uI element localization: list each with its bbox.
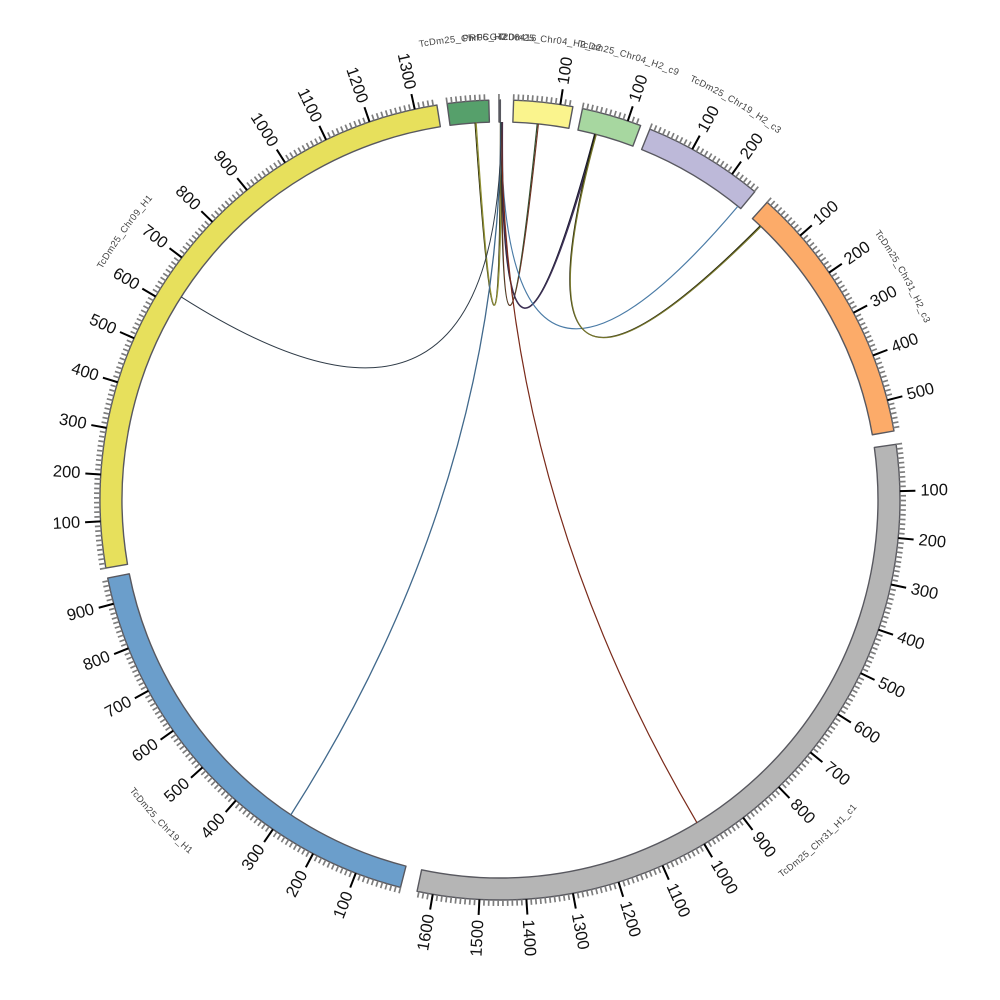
svg-text:100: 100 (920, 481, 948, 500)
svg-text:300: 300 (909, 580, 940, 603)
svg-text:100: 100 (555, 56, 577, 86)
svg-text:1400: 1400 (519, 919, 539, 957)
svg-text:200: 200 (52, 462, 81, 482)
svg-text:300: 300 (58, 410, 88, 433)
svg-text:100: 100 (52, 514, 80, 533)
svg-text:1600: 1600 (414, 913, 438, 952)
svg-text:PRFCG4206416: PRFCG4206416 (462, 31, 537, 43)
svg-text:1500: 1500 (467, 919, 487, 957)
svg-text:200: 200 (918, 531, 947, 552)
